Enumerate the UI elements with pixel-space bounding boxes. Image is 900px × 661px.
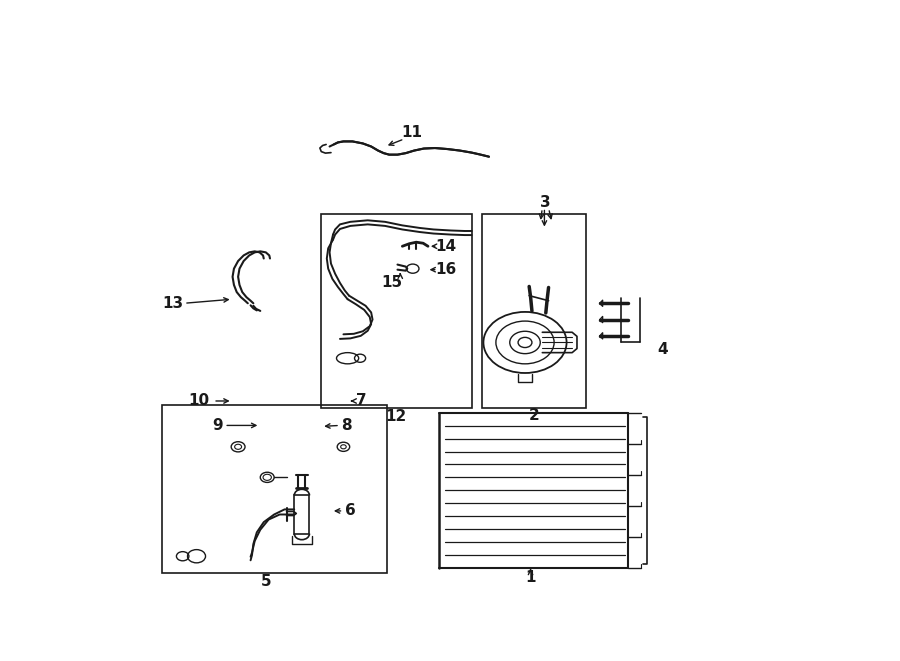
Text: 2: 2 [528, 408, 539, 423]
Bar [321, 214, 472, 408]
Text: 11: 11 [400, 126, 422, 140]
Text: 6: 6 [345, 504, 356, 518]
Bar [482, 214, 586, 408]
Text: 16: 16 [436, 262, 456, 277]
Text: 14: 14 [436, 239, 456, 254]
Bar [294, 495, 310, 533]
Text: 4: 4 [657, 342, 668, 356]
Bar [162, 405, 387, 573]
Text: 10: 10 [189, 393, 210, 408]
Text: 5: 5 [260, 574, 271, 589]
Text: 8: 8 [342, 418, 352, 433]
Text: 12: 12 [385, 408, 407, 424]
Text: 1: 1 [526, 570, 536, 584]
Text: 15: 15 [382, 276, 402, 290]
Text: 3: 3 [541, 195, 551, 210]
Text: 13: 13 [162, 295, 184, 311]
Text: 7: 7 [356, 393, 367, 408]
Text: 9: 9 [212, 418, 222, 433]
